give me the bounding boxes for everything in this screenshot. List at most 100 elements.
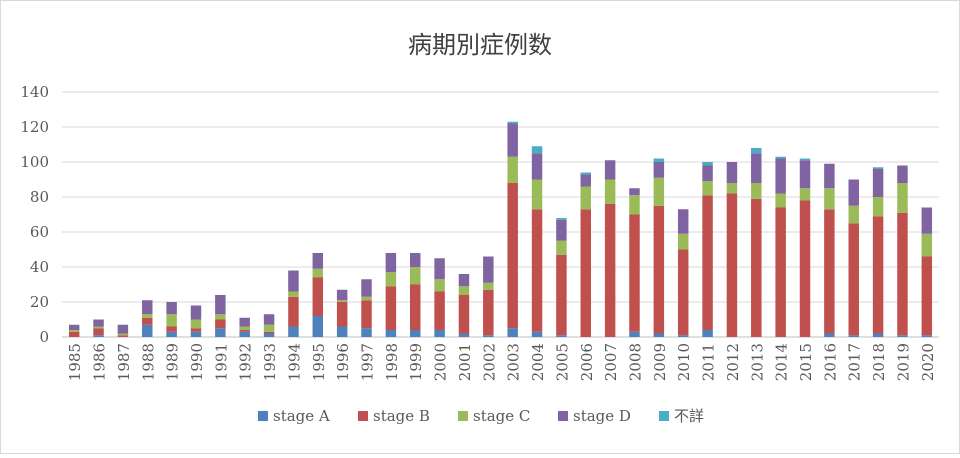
x-tick-label: 2015 [797,343,815,381]
x-tick-label: 1999 [407,343,425,381]
bar-segment [361,328,372,337]
bar-segment [336,326,348,337]
bar-segment [361,296,372,301]
x-tick-label: 1996 [334,343,352,381]
bar-segment [458,286,470,295]
bar-segment [531,146,543,154]
bar-segment [434,279,445,292]
bar-segment [531,209,543,332]
bar-segment [68,330,80,332]
bar-segment [897,183,908,213]
legend-swatch [458,411,468,421]
bar-segment [507,183,518,329]
bar-segment [458,333,470,337]
bar-segment [872,333,884,337]
bar-segment [799,160,811,189]
bar-segment [239,331,250,337]
bar-segment [897,165,908,183]
bar-segment [215,319,226,329]
x-tick-label: 2000 [432,343,450,381]
bar-segment [190,331,202,337]
x-tick-label: 1989 [164,343,182,381]
bar-segment [239,317,250,327]
bar-segment [288,296,299,327]
bar-segment [775,207,786,337]
bar-segment [848,179,859,206]
bar-segment [848,335,859,337]
bar-segment [385,330,397,337]
x-tick-label: 2002 [480,343,498,381]
x-tick-label: 1991 [212,343,230,381]
bar-segment [556,335,567,337]
bar-segment [921,207,933,234]
bar-segment [775,158,786,194]
bar-segment [751,183,762,199]
bar-segment [361,300,372,329]
bar-segment [799,158,811,161]
y-tick-label: 20 [30,293,49,311]
bar-segment [751,148,762,154]
bar-segment [726,183,738,194]
bar-segment [507,156,518,183]
bar-segment [434,258,445,280]
x-tick-label: 1998 [383,343,401,381]
bar-segment [117,333,129,336]
x-tick-label: 2018 [870,343,888,381]
bar-segment [190,319,202,329]
bar-segment [434,291,445,330]
bar-segment [483,335,494,337]
bar-segment [166,302,177,315]
bar-segment [702,181,713,196]
bar-segment [653,162,665,178]
bar-segment [483,256,494,283]
bar-segment [215,295,226,315]
bar-segment [848,223,859,336]
bar-segment [751,198,762,337]
bar-segment [629,331,640,337]
bar-segment [166,326,177,332]
bar-segment [677,249,689,336]
bar-segment [702,165,713,182]
bar-segment [677,233,689,250]
bar-segment [775,193,786,208]
bar-segment [263,333,275,337]
bar-segment [336,302,348,327]
y-tick-label: 60 [30,223,49,241]
bar-segment [68,331,80,337]
bar-segment [556,218,567,220]
x-tick-label: 2007 [602,343,620,381]
bar-segment [921,256,933,336]
bar-segment [434,330,445,337]
bar-segment [166,314,177,327]
bar-segment [312,316,324,337]
bar-segment [507,328,518,337]
x-tick-label: 2012 [724,343,742,381]
bar-segment [215,314,226,320]
bar-segment [117,324,129,334]
bar-segment [556,240,567,255]
bar-segment [239,326,250,330]
bar-segment [872,197,884,217]
x-tick-label: 2009 [651,343,669,381]
x-tick-label: 2005 [553,343,571,381]
bar-segment [312,268,324,278]
bar-segment [921,335,933,337]
y-tick-label: 120 [20,118,49,136]
bar-segment [726,162,738,183]
bar-segment [263,324,275,332]
y-tick-label: 140 [20,83,49,101]
bar-segment [507,123,518,157]
bars [68,121,933,337]
bar-segment [312,253,324,269]
x-tick-label: 2003 [505,343,523,381]
bar-segment [93,319,104,327]
bar-segment [629,188,640,196]
x-tick-label: 2008 [626,343,644,381]
bar-segment [580,209,592,337]
bar-segment [409,284,421,330]
legend-label: stage D [573,407,631,425]
bar-segment [702,162,713,166]
x-tick-label: 1985 [66,343,84,381]
